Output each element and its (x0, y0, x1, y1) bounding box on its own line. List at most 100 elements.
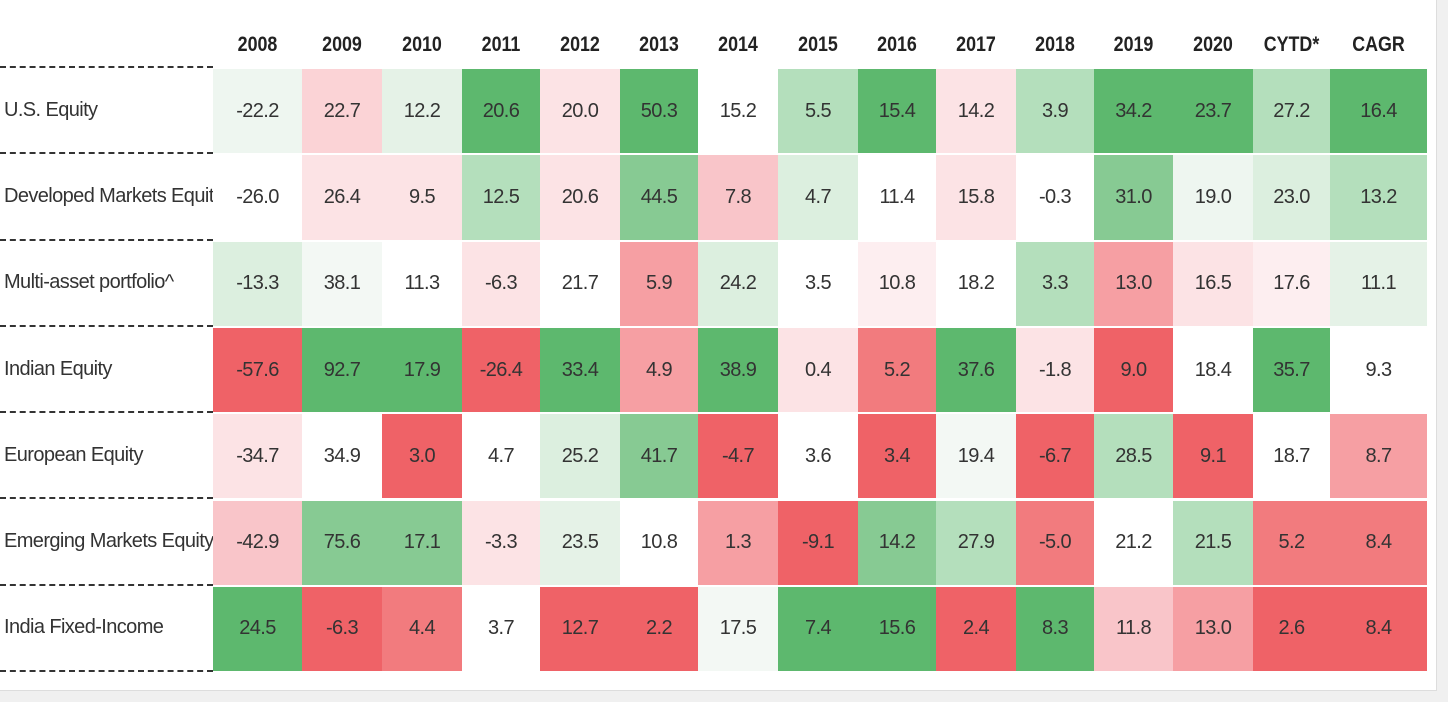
cell: 7.4 (778, 586, 858, 672)
cell: 18.2 (936, 241, 1016, 326)
column-header: 2017 (956, 33, 996, 56)
cell: 9.5 (382, 155, 462, 240)
column-header: 2014 (718, 33, 758, 56)
cell: -34.7 (213, 414, 302, 499)
cell: 18.7 (1253, 414, 1330, 499)
cell: 23.0 (1253, 155, 1330, 240)
cell: 11.1 (1330, 241, 1427, 326)
cell: 22.7 (302, 69, 382, 154)
cell: 35.7 (1253, 327, 1330, 413)
column-header: 2016 (877, 33, 917, 56)
cell: 13.0 (1094, 241, 1173, 326)
cell: 8.4 (1330, 500, 1427, 585)
cell: 3.7 (462, 586, 540, 672)
cell: 2.6 (1253, 586, 1330, 672)
cell: -6.3 (302, 586, 382, 672)
cell: 4.7 (778, 155, 858, 240)
row-label: Indian Equity (0, 327, 213, 414)
cell: 14.2 (858, 500, 936, 585)
cell: 3.0 (382, 414, 462, 499)
cell: 15.8 (936, 155, 1016, 240)
row-label: Multi-asset portfolio^ (0, 241, 213, 327)
cell: 11.4 (858, 155, 936, 240)
cell: 75.6 (302, 500, 382, 585)
cell: 31.0 (1094, 155, 1173, 240)
cell: 1.3 (698, 500, 778, 585)
cell: 23.7 (1173, 69, 1253, 154)
cell: 38.9 (698, 327, 778, 413)
cell: 4.9 (620, 327, 698, 413)
cell: 8.3 (1016, 586, 1094, 672)
cell: 8.7 (1330, 414, 1427, 499)
column-header: 2010 (402, 33, 442, 56)
cell: 23.5 (540, 500, 620, 585)
cell: -22.2 (213, 69, 302, 154)
column-header: 2011 (481, 33, 521, 56)
cell: -26.4 (462, 327, 540, 413)
cell: 13.0 (1173, 586, 1253, 672)
header-rule (0, 66, 213, 68)
cell: 5.9 (620, 241, 698, 326)
cell: 15.2 (698, 69, 778, 154)
cell: 10.8 (858, 241, 936, 326)
cell: -1.8 (1016, 327, 1094, 413)
cell: 14.2 (936, 69, 1016, 154)
cell: 44.5 (620, 155, 698, 240)
cell: 2.4 (936, 586, 1016, 672)
cell: 15.4 (858, 69, 936, 154)
cell: 24.2 (698, 241, 778, 326)
cell: 3.3 (1016, 241, 1094, 326)
cell: -13.3 (213, 241, 302, 326)
cell: 20.6 (540, 155, 620, 240)
cell: 3.5 (778, 241, 858, 326)
cell: -4.7 (698, 414, 778, 499)
cell: -57.6 (213, 327, 302, 413)
cell: 38.1 (302, 241, 382, 326)
cell: 18.4 (1173, 327, 1253, 413)
cell: 13.2 (1330, 155, 1427, 240)
row-label: U.S. Equity (0, 68, 213, 155)
cell: 16.4 (1330, 69, 1427, 154)
cell: 3.6 (778, 414, 858, 499)
column-header: 2013 (639, 33, 679, 56)
column-header: 2019 (1113, 33, 1154, 56)
column-header: 2015 (798, 33, 838, 56)
cell: 34.9 (302, 414, 382, 499)
column-header: 2008 (237, 33, 278, 56)
cell: -3.3 (462, 500, 540, 585)
cell: 27.2 (1253, 69, 1330, 154)
cell: -6.7 (1016, 414, 1094, 499)
cell: 4.7 (462, 414, 540, 499)
cell: 0.4 (778, 327, 858, 413)
cell: -5.0 (1016, 500, 1094, 585)
cell: 20.6 (462, 69, 540, 154)
cell: 17.1 (382, 500, 462, 585)
cell: 12.5 (462, 155, 540, 240)
cell: 26.4 (302, 155, 382, 240)
column-header: CYTD* (1263, 33, 1320, 56)
cell: 4.4 (382, 586, 462, 672)
row-label: Developed Markets Equity (0, 154, 224, 241)
cell: 3.9 (1016, 69, 1094, 154)
cell: 21.2 (1094, 500, 1173, 585)
cell: 9.1 (1173, 414, 1253, 499)
column-header: 2020 (1193, 33, 1233, 56)
cell: 50.3 (620, 69, 698, 154)
column-header: 2018 (1035, 33, 1075, 56)
cell: 7.8 (698, 155, 778, 240)
cell: 17.6 (1253, 241, 1330, 326)
cell: 21.7 (540, 241, 620, 326)
cell: 9.3 (1330, 327, 1427, 413)
cell: 21.5 (1173, 500, 1253, 585)
cell: 11.8 (1094, 586, 1173, 672)
cell: -42.9 (213, 500, 302, 585)
row-label: Emerging Markets Equity (0, 500, 214, 586)
cell: 2.2 (620, 586, 698, 672)
cell: 8.4 (1330, 586, 1427, 672)
cell: 24.5 (213, 586, 302, 672)
row-label: India Fixed-Income (0, 586, 213, 673)
cell: 25.2 (540, 414, 620, 499)
cell: 12.7 (540, 586, 620, 672)
cell: 12.2 (382, 69, 462, 154)
cell: 17.5 (698, 586, 778, 672)
